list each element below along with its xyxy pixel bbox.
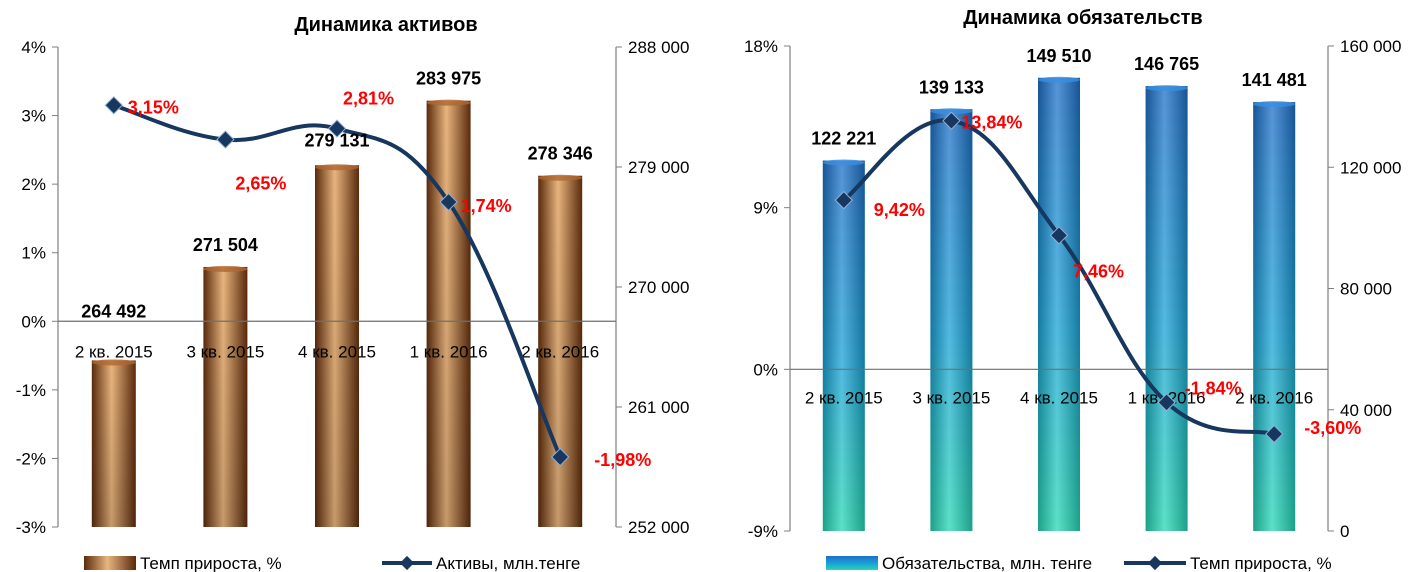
y-right-tick-label: 279 000 (628, 158, 689, 177)
y-right-tick-label: 288 000 (628, 38, 689, 57)
legend-label-line: Темп прироста, % (1190, 554, 1332, 572)
legend-swatch-bar (826, 556, 878, 570)
bar-shade-3 (315, 165, 359, 527)
y-left-tick-label: 0% (21, 312, 46, 331)
bar-cap-4 (1145, 85, 1188, 92)
bar-value-label: 278 346 (528, 144, 593, 164)
series-line (113, 103, 563, 458)
legend-label-bar: Обязательства, млн. тенге (882, 554, 1092, 572)
bar-value-label: 283 975 (416, 69, 481, 89)
x-category-label: 2 кв. 2015 (805, 388, 883, 407)
line-point-3 (327, 119, 347, 138)
bar-shade-2 (203, 266, 248, 527)
line-point-2 (216, 130, 235, 149)
x-category-label: 3 кв. 2015 (912, 388, 990, 407)
percent-label: 7,46% (1073, 261, 1124, 281)
bar-cap-1 (91, 359, 136, 366)
line-point-2 (942, 111, 961, 130)
bar-value-label: 279 131 (304, 130, 369, 150)
y-right-tick-label: 120 000 (1340, 158, 1401, 177)
x-category-label: 4 кв. 2015 (298, 342, 376, 361)
percent-label: 9,42% (874, 200, 925, 220)
bar-cap-4 (426, 99, 471, 106)
line-point-5 (1265, 424, 1284, 444)
y-right-tick-label: 40 000 (1340, 401, 1392, 420)
y-left-tick-label: 4% (21, 38, 46, 57)
y-left-tick-label: -3% (16, 518, 46, 537)
bar-value-label: 149 510 (1026, 46, 1091, 66)
y-left-tick-label: 9% (753, 199, 778, 218)
bar-shade-5 (1253, 102, 1296, 532)
legend-label-line: Активы, млн.тенге (436, 554, 580, 572)
x-category-label: 2 кв. 2016 (1235, 388, 1313, 407)
line-point-1 (834, 190, 853, 210)
y-left-tick-label: 3% (21, 107, 46, 126)
bar-shade-4 (1145, 86, 1188, 531)
line-point-4 (1157, 393, 1176, 412)
bar-value-label: 264 492 (81, 301, 146, 321)
x-category-label: 3 кв. 2015 (186, 342, 264, 361)
y-left-tick-label: 2% (21, 175, 46, 194)
bar-cap-5 (1253, 101, 1296, 108)
y-left-tick-label: -2% (16, 449, 46, 468)
bar-shade-1 (91, 360, 136, 527)
assets-chart-title: Динамика активов (294, 14, 477, 36)
percent-label: -3,60% (1304, 418, 1361, 438)
percent-label: -1,84% (1185, 378, 1242, 398)
percent-label: 3,15% (128, 97, 179, 117)
bar-cap-3 (315, 164, 359, 171)
percent-label: 1,74% (461, 196, 512, 216)
y-left-tick-label: 1% (21, 244, 46, 263)
bar-value-label: 139 133 (919, 77, 984, 97)
line-point-1 (104, 96, 123, 115)
legend-swatch-bar (84, 556, 136, 570)
assets-chart-legend: Темп прироста, % Активы, млн.тенге (84, 554, 580, 572)
bar-shade-2 (930, 109, 973, 532)
bar-shade-4 (426, 100, 471, 528)
bar-value-label: 141 481 (1242, 70, 1307, 90)
bar-cap-2 (203, 265, 248, 272)
y-right-tick-label: 160 000 (1340, 37, 1401, 56)
y-left-tick-label: 0% (753, 360, 778, 379)
percent-label: 2,65% (235, 174, 286, 194)
bar-value-label: 146 765 (1134, 54, 1199, 74)
liabilities-chart-legend: Обязательства, млн. тенге Темп прироста,… (826, 554, 1332, 572)
legend-marker-line (399, 555, 415, 571)
percent-label: 2,81% (343, 89, 394, 109)
y-left-tick-label: -1% (16, 381, 46, 400)
y-right-tick-label: 80 000 (1340, 280, 1392, 299)
x-category-label: 4 кв. 2015 (1020, 388, 1098, 407)
x-category-label: 1 кв. 2016 (410, 342, 488, 361)
bar-cap-2 (930, 108, 973, 115)
bar-value-label: 271 504 (193, 235, 258, 255)
line-point-4 (439, 192, 458, 212)
x-category-label: 2 кв. 2016 (521, 342, 599, 361)
liabilities-chart: Динамика обязательств 18% 9% 0% -9% 160 000 1… (744, 7, 1401, 572)
bar-shade-5 (538, 175, 583, 527)
bar-cap-1 (822, 159, 865, 166)
legend-marker-line (1147, 555, 1163, 571)
bar-value-label: 122 221 (811, 129, 876, 149)
assets-chart: Динамика активов 4% 3% 2% 1% 0% -1% -2% -3% 288 … (16, 14, 690, 572)
line-point-3 (1049, 226, 1069, 245)
y-left-tick-label: 18% (744, 37, 778, 56)
y-right-tick-label: 0 (1340, 522, 1349, 541)
y-right-tick-label: 270 000 (628, 278, 689, 297)
bar-cap-3 (1038, 76, 1080, 83)
y-left-tick-label: -9% (748, 522, 778, 541)
y-right-tick-label: 252 000 (628, 518, 689, 537)
liabilities-chart-title: Динамика обязательств (963, 7, 1202, 29)
bar-cap-5 (538, 174, 583, 181)
percent-label: 13,84% (961, 113, 1022, 133)
percent-label: -1,98% (594, 450, 651, 470)
x-category-label: 2 кв. 2015 (75, 342, 153, 361)
y-right-tick-label: 261 000 (628, 398, 689, 417)
line-point-5 (551, 447, 570, 467)
bar-shade-1 (822, 160, 865, 532)
bar-shade-3 (1038, 77, 1080, 531)
legend-label-bar: Темп прироста, % (140, 554, 282, 572)
